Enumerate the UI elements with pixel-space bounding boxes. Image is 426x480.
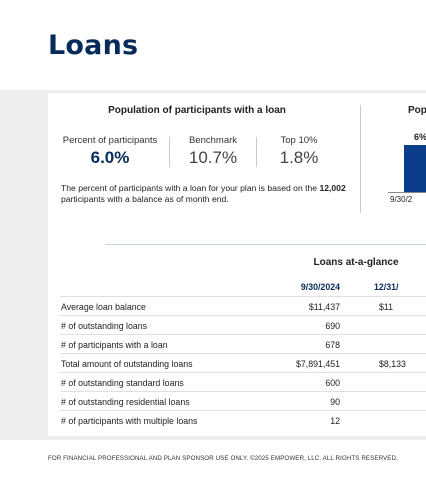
- row-value-current: 690: [325, 321, 340, 331]
- legal-footer: FOR FINANCIAL PROFESSIONAL AND PLAN SPON…: [48, 455, 398, 462]
- table-row: # of outstanding loans 690: [60, 315, 426, 335]
- note-participant-count: 12,002: [319, 183, 346, 193]
- row-label: # of outstanding residential loans: [61, 397, 190, 407]
- row-label: # of outstanding standard loans: [61, 378, 184, 388]
- row-label: Average loan balance: [61, 302, 146, 312]
- row-value-prior: $11: [379, 302, 394, 312]
- page-header: Loans: [0, 0, 426, 90]
- table-row: Total amount of outstanding loans $7,891…: [60, 353, 426, 373]
- note-text: participants with a balance as of month …: [61, 194, 229, 204]
- stat-value: 10.7%: [188, 148, 238, 167]
- stat-percent-participants: Percent of participants 6.0%: [61, 135, 159, 168]
- page-title: Loans: [48, 30, 139, 61]
- table-row: # of participants with multiple loans 12: [60, 410, 426, 430]
- panel-divider: [360, 105, 361, 213]
- row-label: Total amount of outstanding loans: [61, 359, 193, 369]
- glance-table-title: Loans at-a-glance: [313, 257, 399, 268]
- stat-label: Top 10%: [280, 135, 318, 146]
- row-value-current: 12: [330, 416, 340, 426]
- trend-x-tick-label: 9/30/2: [390, 195, 413, 204]
- table-row: # of outstanding residential loans 90: [60, 391, 426, 411]
- participants-panel-title: Population of participants with a loan: [108, 105, 286, 116]
- trend-bar-value-label: 6%: [414, 132, 426, 142]
- row-value-current: $7,891,451: [295, 359, 340, 369]
- stat-divider: [169, 137, 170, 167]
- row-value-current: 600: [325, 378, 340, 388]
- column-header-prior: 12/31/: [374, 282, 399, 292]
- row-value-current: 678: [325, 340, 340, 350]
- table-row: # of outstanding standard loans 600: [60, 372, 426, 392]
- row-label: # of participants with a loan: [61, 340, 168, 350]
- table-row: # of participants with a loan 678: [60, 334, 426, 354]
- participants-note: The percent of participants with a loan …: [61, 183, 351, 205]
- column-header-current: 9/30/2024: [300, 282, 340, 292]
- stat-top-10: Top 10% 1.8%: [264, 135, 334, 168]
- loans-card: Population of participants with a loan P…: [48, 93, 426, 436]
- row-value-current: $11,437: [308, 302, 340, 312]
- stat-value: 6.0%: [90, 148, 130, 167]
- stat-value: 1.8%: [279, 148, 319, 167]
- stat-label: Benchmark: [188, 135, 238, 146]
- row-label: # of participants with multiple loans: [61, 416, 198, 426]
- table-row: Average loan balance $11,437 $11: [60, 296, 426, 316]
- section-divider: [106, 244, 426, 245]
- trend-panel-title: Pop: [408, 105, 426, 116]
- stat-divider: [256, 137, 257, 167]
- stat-label: Percent of participants: [62, 135, 158, 146]
- row-label: # of outstanding loans: [61, 321, 148, 331]
- trend-axis-line: [388, 192, 426, 193]
- note-text: The percent of participants with a loan …: [61, 183, 320, 193]
- row-value-current: 90: [330, 397, 340, 407]
- row-value-prior: $8,133: [379, 359, 406, 369]
- stat-benchmark: Benchmark 10.7%: [176, 135, 250, 168]
- trend-bar: [404, 145, 426, 192]
